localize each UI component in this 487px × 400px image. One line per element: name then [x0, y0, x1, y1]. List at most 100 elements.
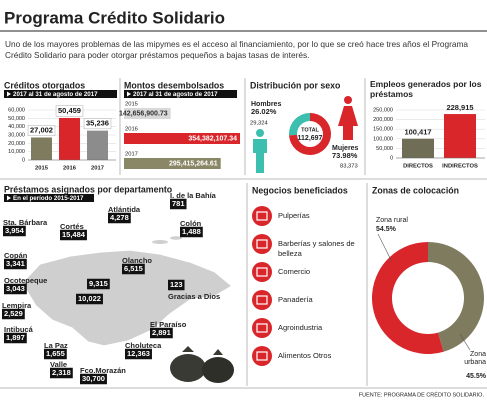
label-box — [4, 332, 27, 344]
department-name: Copán — [4, 251, 28, 260]
value-label: 2,318 — [52, 368, 71, 377]
business-glyph — [256, 295, 268, 305]
category-label: 2017 — [125, 152, 138, 158]
department-name: Atlántida — [108, 205, 141, 214]
section-title: Préstamos asignados por departamento — [4, 184, 173, 194]
value-label: 1,655 — [46, 349, 65, 358]
y-tick-label: 0 — [22, 157, 25, 163]
subtitle: 2017 al 31 de agosto de 2017 — [13, 91, 98, 98]
department-name: Olancho — [122, 256, 152, 265]
value-label: 30,700 — [82, 374, 105, 383]
business-label: Panadería — [278, 295, 313, 304]
value-label: 781 — [172, 199, 185, 208]
value-label: 54.5% — [376, 226, 397, 233]
y-tick-label: 20,000 — [8, 141, 25, 147]
y-tick-label: 100,000 — [373, 136, 393, 142]
value-label: 1,488 — [182, 227, 201, 236]
slice — [289, 113, 332, 155]
money-bags — [170, 346, 234, 383]
department-name: Choluteca — [125, 341, 162, 350]
label-box — [55, 105, 84, 117]
panel-title: Zonas de colocación — [372, 185, 459, 195]
island — [152, 240, 168, 244]
legend-label: Zona rural — [376, 217, 408, 224]
x-tick-label: 2015 — [35, 166, 49, 172]
label-box — [50, 367, 73, 379]
man-icon — [253, 139, 267, 173]
section-title: Negocios beneficiados — [252, 185, 348, 195]
business-icon — [252, 262, 272, 282]
label-box — [83, 118, 112, 130]
business-label: Comercio — [278, 267, 311, 276]
value-label: 6,515 — [124, 264, 143, 273]
legend-label: Zona urbana — [464, 351, 486, 366]
source: FUENTE: PROGRAMA DE CRÉDITO SOLIDARIO. — [359, 391, 485, 398]
label-box — [122, 263, 145, 275]
panel-title: Créditos otorgados — [4, 80, 85, 90]
map-shape — [21, 249, 234, 347]
value-label: 9,315 — [89, 279, 108, 288]
subtitle-bar — [124, 90, 237, 98]
label-box — [108, 212, 131, 224]
bar — [444, 114, 476, 158]
y-tick-label: 250,000 — [373, 107, 393, 113]
business-glyph — [256, 323, 268, 333]
value-label: 2,891 — [152, 328, 171, 337]
x-tick-label: INDIRECTOS — [442, 164, 478, 170]
department-name: Valle — [50, 360, 67, 369]
label-box — [168, 279, 185, 291]
business-label: Pulperías — [278, 211, 310, 220]
island — [170, 236, 182, 240]
bar — [124, 133, 240, 144]
subtitle-bar — [4, 194, 94, 202]
department-name: Ocotepeque — [4, 276, 47, 285]
business-icon — [252, 290, 272, 310]
category-label: 2015 — [125, 102, 138, 108]
y-tick-label: 200,000 — [373, 117, 393, 123]
label-box — [44, 348, 67, 360]
leader — [459, 333, 471, 351]
panel-title: Empleos generados por los préstamos — [370, 79, 482, 99]
business-glyph — [256, 267, 268, 277]
center-label: TOTAL — [301, 127, 319, 133]
y-tick-label: 50,000 — [8, 116, 25, 122]
value-label: 15,484 — [62, 230, 86, 239]
y-tick-label: 150,000 — [373, 127, 393, 133]
bar — [124, 158, 221, 169]
value-label: 4,278 — [110, 213, 129, 222]
bar — [59, 117, 80, 160]
value-label: 228,915 — [446, 103, 473, 112]
label-box — [80, 373, 107, 385]
count-label: 29,324 — [250, 121, 269, 127]
department-name: Gracias a Dios — [168, 292, 220, 301]
bar — [402, 138, 434, 158]
business-label: Alimentos Otros — [278, 351, 332, 360]
value-label: 3,954 — [5, 226, 25, 235]
business-icon — [252, 318, 272, 338]
label-box — [27, 125, 56, 136]
label-box — [170, 198, 187, 210]
label-box — [3, 225, 26, 237]
y-tick-label: 10,000 — [8, 149, 25, 155]
intro: Uno de los mayores problemas de las mipy… — [5, 39, 469, 60]
subtitle: 2017 al 31 de agosto de 2017 — [133, 91, 218, 98]
label-box — [87, 278, 110, 290]
subtitle-arrow — [127, 91, 131, 97]
label-box — [180, 226, 203, 238]
y-tick-label: 40,000 — [8, 124, 25, 130]
value-label: 27,002 — [30, 125, 53, 134]
department-name: Colón — [180, 219, 202, 228]
y-tick-label: 30,000 — [8, 132, 25, 138]
panel-title: Montos desembolsados — [124, 80, 224, 90]
y-tick-label: 0 — [390, 155, 393, 161]
x-tick-label: 2017 — [91, 166, 104, 172]
y-tick-label: 60,000 — [8, 107, 25, 113]
business-glyph — [256, 211, 268, 221]
value-label: 45.5% — [466, 373, 487, 380]
page-title: Programa Crédito Solidario — [4, 8, 225, 27]
department-name: Lempira — [2, 301, 32, 310]
value-label: 1,897 — [6, 333, 25, 342]
business-icon — [252, 346, 272, 366]
